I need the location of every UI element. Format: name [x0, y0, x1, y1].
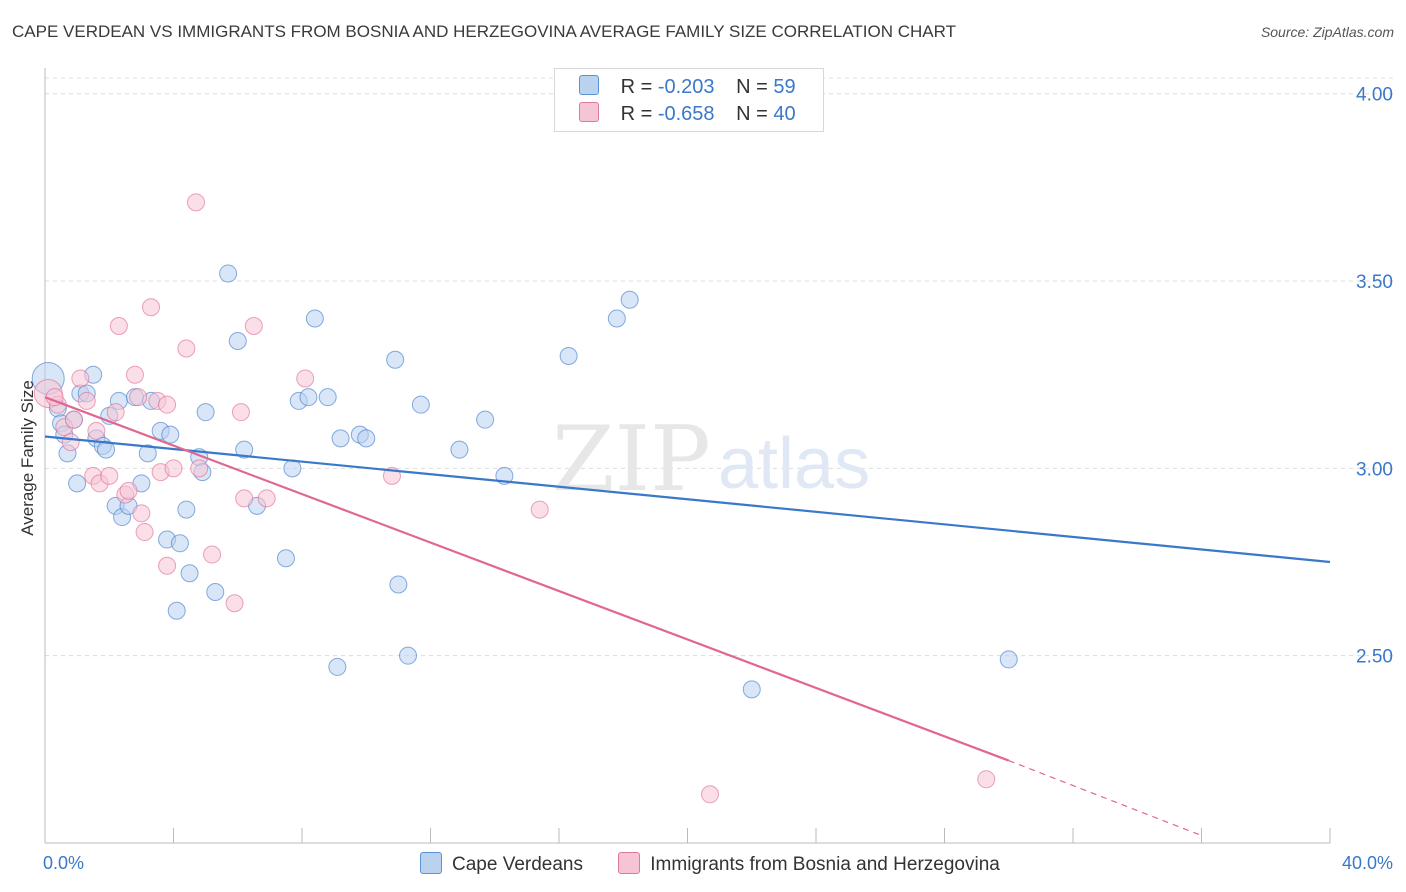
cape-verdeans-point	[68, 474, 87, 493]
bosnia-legend-swatch	[618, 852, 641, 874]
cape-verdeans-point	[559, 346, 578, 365]
bosnia-point	[530, 500, 549, 519]
n-label: N =	[736, 103, 768, 125]
legend-label-bosnia: Immigrants from Bosnia and Herzegovina	[650, 854, 1000, 875]
r-value-bosnia: -0.658	[657, 103, 715, 125]
bosnia-trendline	[44, 396, 1010, 762]
bosnia-point	[257, 489, 276, 508]
bosnia-point	[225, 594, 244, 613]
cape-verdeans-point	[167, 601, 186, 620]
bosnia-point	[164, 459, 183, 478]
bosnia-point	[106, 403, 125, 422]
cape-verdeans-point	[206, 582, 225, 601]
stats-legend-row-cape-verdeans: R = -0.203 N = 59	[579, 75, 796, 99]
bosnia-point	[87, 421, 106, 440]
legend-item-cape-verdeans: Cape Verdeans	[420, 852, 583, 876]
source-credit: Source: ZipAtlas.com	[1260, 24, 1394, 40]
cape-verdeans-point	[399, 646, 418, 665]
bosnia-point	[977, 770, 996, 789]
cape-verdeans-point	[331, 429, 350, 448]
y-axis-label: Average Family Size	[18, 380, 37, 536]
cape-verdeans-point	[228, 331, 247, 350]
bosnia-point	[100, 466, 119, 485]
n-label: N =	[736, 76, 768, 98]
cape-verdeans-point	[328, 657, 347, 676]
cape-verdeans-point	[318, 388, 337, 407]
bosnia-point	[244, 317, 263, 336]
bosnia-point	[71, 369, 90, 388]
chart-title: CAPE VERDEAN VS IMMIGRANTS FROM BOSNIA A…	[12, 22, 956, 41]
bosnia-point	[296, 369, 315, 388]
cape-verdeans-point	[607, 309, 626, 328]
r-label: R =	[620, 76, 653, 98]
bosnia-point	[142, 298, 161, 317]
cape-verdeans-point	[170, 534, 189, 553]
stats-legend: R = -0.203 N = 59 R = -0.658 N = 40	[554, 68, 824, 132]
cape-verdeans-point	[299, 388, 318, 407]
bosnia-point	[700, 785, 719, 804]
bosnia-point	[61, 433, 80, 452]
bosnia-point	[231, 403, 250, 422]
n-value-bosnia: 40	[773, 103, 796, 125]
watermark-zip: ZIP	[552, 407, 711, 512]
bosnia-point	[109, 317, 128, 336]
cape-verdeans-point	[283, 459, 302, 478]
stats-legend-row-bosnia: R = -0.658 N = 40	[579, 102, 796, 126]
cape-verdeans-point	[180, 564, 199, 583]
bosnia-point	[129, 388, 148, 407]
y-tick-label: 2.50	[1356, 647, 1393, 668]
cape-verdeans-point	[620, 290, 639, 309]
legend-label-cape-verdeans: Cape Verdeans	[452, 854, 583, 875]
cape-verdeans-point	[999, 650, 1018, 669]
n-value-cape-verdeans: 59	[773, 76, 796, 98]
y-tick-label: 3.00	[1356, 459, 1393, 480]
bosnia-swatch	[579, 102, 599, 122]
y-tick-label: 4.00	[1356, 85, 1393, 106]
cape-verdeans-point	[276, 549, 295, 568]
legend-item-bosnia: Immigrants from Bosnia and Herzegovina	[618, 852, 1000, 876]
cape-verdeans-point	[411, 395, 430, 414]
cape-verdeans-point	[235, 440, 254, 459]
r-label: R =	[620, 103, 653, 125]
cape-verdeans-point	[138, 444, 157, 463]
x-tick-label-max: 40.0%	[1342, 853, 1393, 873]
bosnia-trendline-extension	[1008, 760, 1202, 837]
cape-verdeans-point	[305, 309, 324, 328]
bosnia-point	[119, 481, 138, 500]
cape-verdeans-point	[389, 575, 408, 594]
bosnia-point	[177, 339, 196, 358]
cape-verdeans-point	[742, 680, 761, 699]
bosnia-point	[135, 523, 154, 542]
series-legend: Cape Verdeans Immigrants from Bosnia and…	[420, 852, 1030, 876]
cape-verdeans-point	[196, 403, 215, 422]
y-tick-label: 3.50	[1356, 272, 1393, 293]
bosnia-point	[203, 545, 222, 564]
cape-verdeans-legend-swatch	[420, 852, 442, 874]
x-tick-label-min: 0.0%	[43, 853, 84, 873]
bosnia-point	[125, 365, 144, 384]
r-value-cape-verdeans: -0.203	[657, 76, 715, 98]
cape-verdeans-point	[476, 410, 495, 429]
bosnia-point	[64, 410, 83, 429]
cape-verdeans-point	[177, 500, 196, 519]
bosnia-point	[235, 489, 254, 508]
watermark-atlas: atlas	[718, 424, 870, 504]
cape-verdeans-trendline	[44, 435, 1331, 564]
bosnia-point	[186, 193, 205, 212]
cape-verdeans-point	[161, 425, 180, 444]
cape-verdeans-point	[386, 350, 405, 369]
cape-verdeans-point	[450, 440, 469, 459]
bosnia-point	[158, 395, 177, 414]
cape-verdeans-swatch	[579, 75, 599, 95]
bosnia-point	[158, 556, 177, 575]
bosnia-point	[77, 391, 96, 410]
bosnia-point	[132, 504, 151, 523]
cape-verdeans-point	[97, 440, 116, 459]
cape-verdeans-point	[357, 429, 376, 448]
bosnia-point	[190, 459, 209, 478]
cape-verdeans-point	[219, 264, 238, 283]
